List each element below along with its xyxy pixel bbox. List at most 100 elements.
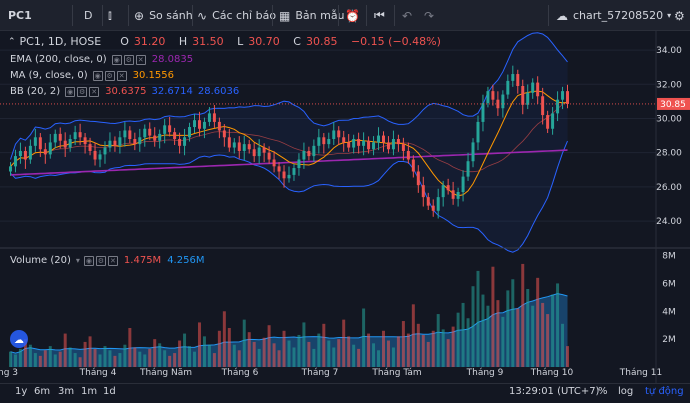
volume-bar <box>386 340 390 367</box>
volume-bar <box>118 353 122 367</box>
close-icon[interactable]: ✕ <box>107 255 118 266</box>
volume-bar <box>227 328 231 367</box>
volume-bar <box>511 279 515 367</box>
symbol-button[interactable]: PC1 <box>8 0 32 31</box>
candle-body <box>148 128 152 136</box>
volume-legend[interactable]: Volume (20) ▾ ◉ ⚙ ✕ 1.475M 4.256M <box>10 255 204 266</box>
range-button-1m[interactable]: 1m <box>81 386 98 397</box>
main-legend: ⌃ PC1, 1D, HOSE O 31.20 H 31.50 L 30.70 C 30… <box>8 35 446 48</box>
ma-legend[interactable]: MA (9, close, 0) ◉ ⚙ ✕ 30.1556 <box>10 70 174 81</box>
alert-button[interactable]: ⏰ <box>345 0 365 31</box>
range-button-6m[interactable]: 6m <box>34 386 51 397</box>
volume-bar <box>287 340 291 367</box>
volume-bar <box>48 346 52 367</box>
candle-body <box>536 82 540 97</box>
volume-bar <box>138 351 142 367</box>
bb-controls[interactable]: ◉ ⚙ ✕ <box>65 86 100 97</box>
volume-bar <box>332 347 336 367</box>
volume-controls[interactable]: ◉ ⚙ ✕ <box>83 255 118 266</box>
chart-layout-button[interactable]: ☁ chart_57208520 ▾ <box>556 0 671 31</box>
candle-body <box>118 137 122 146</box>
ema-controls[interactable]: ◉ ⚙ ✕ <box>111 54 146 65</box>
volume-bar <box>347 336 351 367</box>
settings-button[interactable]: ⚙ <box>674 0 690 31</box>
candle-body <box>347 142 351 148</box>
eye-icon[interactable]: ◉ <box>83 255 94 266</box>
ema-legend[interactable]: EMA (200, close, 0) ◉ ⚙ ✕ 28.0835 <box>10 54 193 65</box>
clock[interactable]: 13:29:01 (UTC+7) <box>509 386 600 397</box>
candle-body <box>546 115 550 129</box>
range-button-1y[interactable]: 1y <box>15 386 28 397</box>
chevron-down-icon[interactable]: ▾ <box>75 256 80 265</box>
settings-icon[interactable]: ⚙ <box>77 86 88 97</box>
eye-icon[interactable]: ◉ <box>92 70 103 81</box>
volume-bar <box>292 347 296 367</box>
eye-icon[interactable]: ◉ <box>65 86 76 97</box>
replay-button[interactable]: ⏮ <box>374 0 390 31</box>
candle-body <box>401 144 405 151</box>
candle-body <box>416 171 420 186</box>
toolbar-divider <box>72 5 73 26</box>
percent-toggle[interactable]: % <box>598 386 608 397</box>
ema-label: EMA (200, close, 0) <box>10 54 107 65</box>
candle-body <box>232 142 236 148</box>
range-button-1d[interactable]: 1d <box>103 386 116 397</box>
time-tick-label: Tháng Tám <box>371 368 421 378</box>
candle-body <box>207 113 211 122</box>
candle-body <box>93 150 97 160</box>
chart-area[interactable]: 34.00 32.00 30.00 28.00 26.00 24.00 8M 6M 4M 2M … <box>0 31 690 383</box>
volume-bar <box>481 294 485 367</box>
template-label: Bản mẫu <box>295 9 345 22</box>
volume-bar <box>327 340 331 367</box>
candle-body <box>411 159 415 172</box>
compare-button[interactable]: ⊕ So sánh <box>134 0 193 31</box>
volume-bar <box>337 339 341 367</box>
candle-body <box>158 133 162 141</box>
close-icon[interactable]: ✕ <box>116 70 127 81</box>
auto-scale-toggle[interactable]: tự động <box>645 386 684 397</box>
settings-icon[interactable]: ⚙ <box>123 54 134 65</box>
low-value: 30.70 <box>248 35 280 48</box>
chart-style-button[interactable]: ⫾ <box>108 0 117 31</box>
price-axis[interactable]: 34.00 32.00 30.00 28.00 26.00 24.00 <box>656 46 682 227</box>
range-button-3m[interactable]: 3m <box>58 386 75 397</box>
candle-body <box>332 130 336 139</box>
close-icon[interactable]: ✕ <box>135 54 146 65</box>
candle-body <box>436 197 440 211</box>
candle-body <box>242 144 246 151</box>
price-tick-label: 30.00 <box>656 114 682 124</box>
candle-body <box>83 137 87 145</box>
interval-button[interactable]: D <box>84 0 92 31</box>
volume-bar <box>277 350 281 367</box>
time-axis[interactable]: ng 3 Tháng 4 Tháng Năm Tháng 6 Tháng 7 Tháng … <box>0 368 662 378</box>
settings-icon[interactable]: ⚙ <box>104 70 115 81</box>
log-toggle[interactable]: log <box>618 386 634 397</box>
ma-controls[interactable]: ◉ ⚙ ✕ <box>92 70 127 81</box>
candle-body <box>202 121 206 129</box>
candle-body <box>33 137 37 146</box>
cloud-icon: ☁ <box>556 8 568 23</box>
volume-axis[interactable]: 8M 6M 4M 2M <box>662 252 676 346</box>
redo-button[interactable]: ↷ <box>424 0 439 31</box>
volume-bar <box>193 351 196 367</box>
candle-body <box>128 130 132 139</box>
volume-bar <box>377 350 381 367</box>
collapse-icon[interactable]: ⌃ <box>8 36 16 47</box>
settings-icon[interactable]: ⚙ <box>95 255 106 266</box>
volume-bar <box>257 348 261 367</box>
candle-body <box>516 74 520 86</box>
indicators-button[interactable]: ∿ Các chỉ báo <box>197 0 276 31</box>
candle-body <box>88 144 92 151</box>
volume-bar <box>237 350 241 367</box>
bb-legend[interactable]: BB (20, 2) ◉ ⚙ ✕ 30.6375 32.6714 28.6036 <box>10 86 239 97</box>
close-icon[interactable]: ✕ <box>89 86 100 97</box>
template-button[interactable]: ▦ Bản mẫu <box>279 0 345 31</box>
plus-circle-icon: ⊕ <box>134 8 145 23</box>
volume-bar <box>252 341 256 367</box>
volume-bar <box>188 346 192 367</box>
volume-bar <box>212 353 216 367</box>
eye-icon[interactable]: ◉ <box>111 54 122 65</box>
undo-button[interactable]: ↶ <box>402 0 417 31</box>
cloud-logo-button[interactable] <box>10 330 28 348</box>
